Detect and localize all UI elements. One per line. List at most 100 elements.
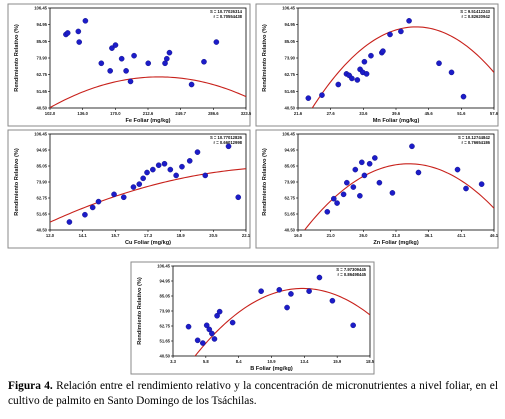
fit-stat: r = 0.86498445	[337, 272, 366, 277]
data-point	[316, 274, 323, 281]
fit-stat: r = 0.82620942	[461, 14, 490, 19]
y-tick-label: 73.90	[37, 56, 48, 61]
y-tick-label: 94.95	[285, 22, 296, 27]
data-point	[305, 95, 312, 101]
data-point	[64, 30, 71, 36]
data-point	[89, 204, 96, 211]
data-point	[136, 181, 143, 187]
data-point	[380, 48, 386, 54]
x-axis-label: Zn Foliar (mg/kg)	[373, 240, 419, 246]
x-tick-label: 15.7	[111, 233, 120, 238]
x-tick-label: 3.3	[170, 359, 176, 364]
data-point	[140, 175, 146, 182]
data-point	[179, 163, 185, 170]
data-point	[95, 198, 102, 205]
fitted-curve	[50, 168, 246, 223]
data-point	[188, 81, 195, 88]
data-point	[123, 68, 129, 74]
fit-stat: r = 0.70554438	[213, 14, 242, 19]
y-tick-label: 106.45	[34, 132, 47, 137]
x-tick-label: 286.6	[208, 111, 219, 116]
y-tick-label: 94.95	[285, 148, 296, 153]
data-point	[161, 160, 168, 167]
fit-stat: S = 10.12744842	[458, 135, 491, 140]
data-point	[202, 172, 209, 179]
figure-charts: 40.50 51.65 62.75 73.90 85.05 94.95 106.45 102.…	[7, 3, 499, 375]
y-tick-label: 51.65	[285, 212, 296, 217]
data-point	[145, 60, 152, 67]
caption-text: Relación entre el rendimiento relativo y…	[8, 380, 498, 407]
y-axis-label: Rendimiento Relativo (%)	[137, 277, 143, 345]
data-point	[150, 166, 156, 173]
y-tick-label: 85.05	[37, 164, 48, 169]
x-tick-label: 17.3	[144, 233, 153, 238]
data-point	[120, 194, 127, 201]
data-point	[406, 18, 412, 24]
y-tick-label: 94.95	[37, 148, 48, 153]
data-point	[335, 81, 342, 88]
y-tick-label: 73.90	[37, 180, 48, 185]
data-point	[112, 42, 119, 48]
data-point	[368, 52, 374, 59]
x-tick-label: 136.0	[77, 111, 88, 116]
y-tick-label: 62.75	[285, 196, 296, 201]
x-tick-label: 18.9	[177, 233, 186, 238]
data-point	[361, 172, 368, 179]
chart-panel: 40.50 51.65 62.75 73.90 85.05 94.95 106.45 12.0…	[7, 129, 251, 249]
data-point	[409, 143, 415, 150]
data-point	[276, 287, 283, 293]
y-tick-label: 40.50	[285, 106, 296, 111]
x-axis-label: Mn Foliar (mg/kg)	[373, 118, 420, 124]
data-point	[331, 195, 337, 202]
y-tick-label: 40.50	[160, 354, 171, 359]
chart-panel: 40.50 51.65 62.75 73.90 85.05 94.95 106.45 16.0…	[255, 129, 499, 249]
y-tick-label: 94.95	[160, 279, 171, 284]
data-point	[201, 58, 207, 65]
y-tick-label: 73.90	[160, 309, 171, 314]
x-tick-label: 249.7	[175, 111, 186, 116]
x-axis-label: Cu Foliar (mg/kg)	[125, 240, 171, 246]
x-tick-label: 26.0	[359, 233, 368, 238]
y-tick-label: 85.05	[160, 294, 171, 299]
y-tick-label: 62.75	[285, 72, 296, 77]
x-tick-label: 170.0	[110, 111, 121, 116]
data-point	[387, 31, 393, 38]
x-tick-label: 39.6	[392, 111, 401, 116]
x-tick-label: 21.0	[327, 233, 336, 238]
data-point	[478, 181, 485, 187]
fitted-curve	[311, 26, 494, 108]
x-axis-label: Fe Foliar (mg/kg)	[125, 118, 170, 124]
y-tick-label: 62.75	[37, 196, 48, 201]
y-tick-label: 106.45	[282, 6, 295, 11]
x-tick-label: 13.4	[300, 359, 309, 364]
data-point	[344, 179, 350, 186]
data-point	[173, 172, 179, 179]
data-point	[361, 58, 368, 65]
fit-stat: S = 10.77012826	[210, 135, 243, 140]
fitted-curve	[50, 76, 246, 108]
data-point	[211, 336, 218, 342]
data-point	[329, 297, 336, 304]
y-tick-label: 85.05	[285, 164, 296, 169]
y-tick-label: 62.75	[160, 324, 171, 329]
x-tick-label: 27.6	[327, 111, 336, 116]
x-tick-label: 45.6	[425, 111, 434, 116]
x-tick-label: 46.1	[490, 233, 499, 238]
data-point	[436, 60, 442, 67]
data-point	[340, 191, 347, 198]
x-tick-label: 102.0	[45, 111, 56, 116]
data-point	[463, 185, 469, 192]
data-point	[155, 162, 162, 169]
data-point	[214, 312, 220, 319]
data-point	[324, 208, 331, 215]
x-tick-label: 5.8	[203, 359, 209, 364]
x-tick-label: 212.6	[143, 111, 154, 116]
chart-frame	[255, 3, 499, 127]
figure-caption: Figura 4. Relación entre el rendimiento …	[8, 379, 498, 409]
data-point	[209, 330, 215, 337]
data-point	[454, 166, 461, 173]
y-tick-label: 73.90	[285, 180, 296, 185]
data-point	[389, 190, 396, 196]
data-point	[107, 68, 113, 74]
chart-panel: 40.50 51.65 62.75 73.90 85.05 94.95 106.45 3.3 5…	[130, 261, 375, 375]
